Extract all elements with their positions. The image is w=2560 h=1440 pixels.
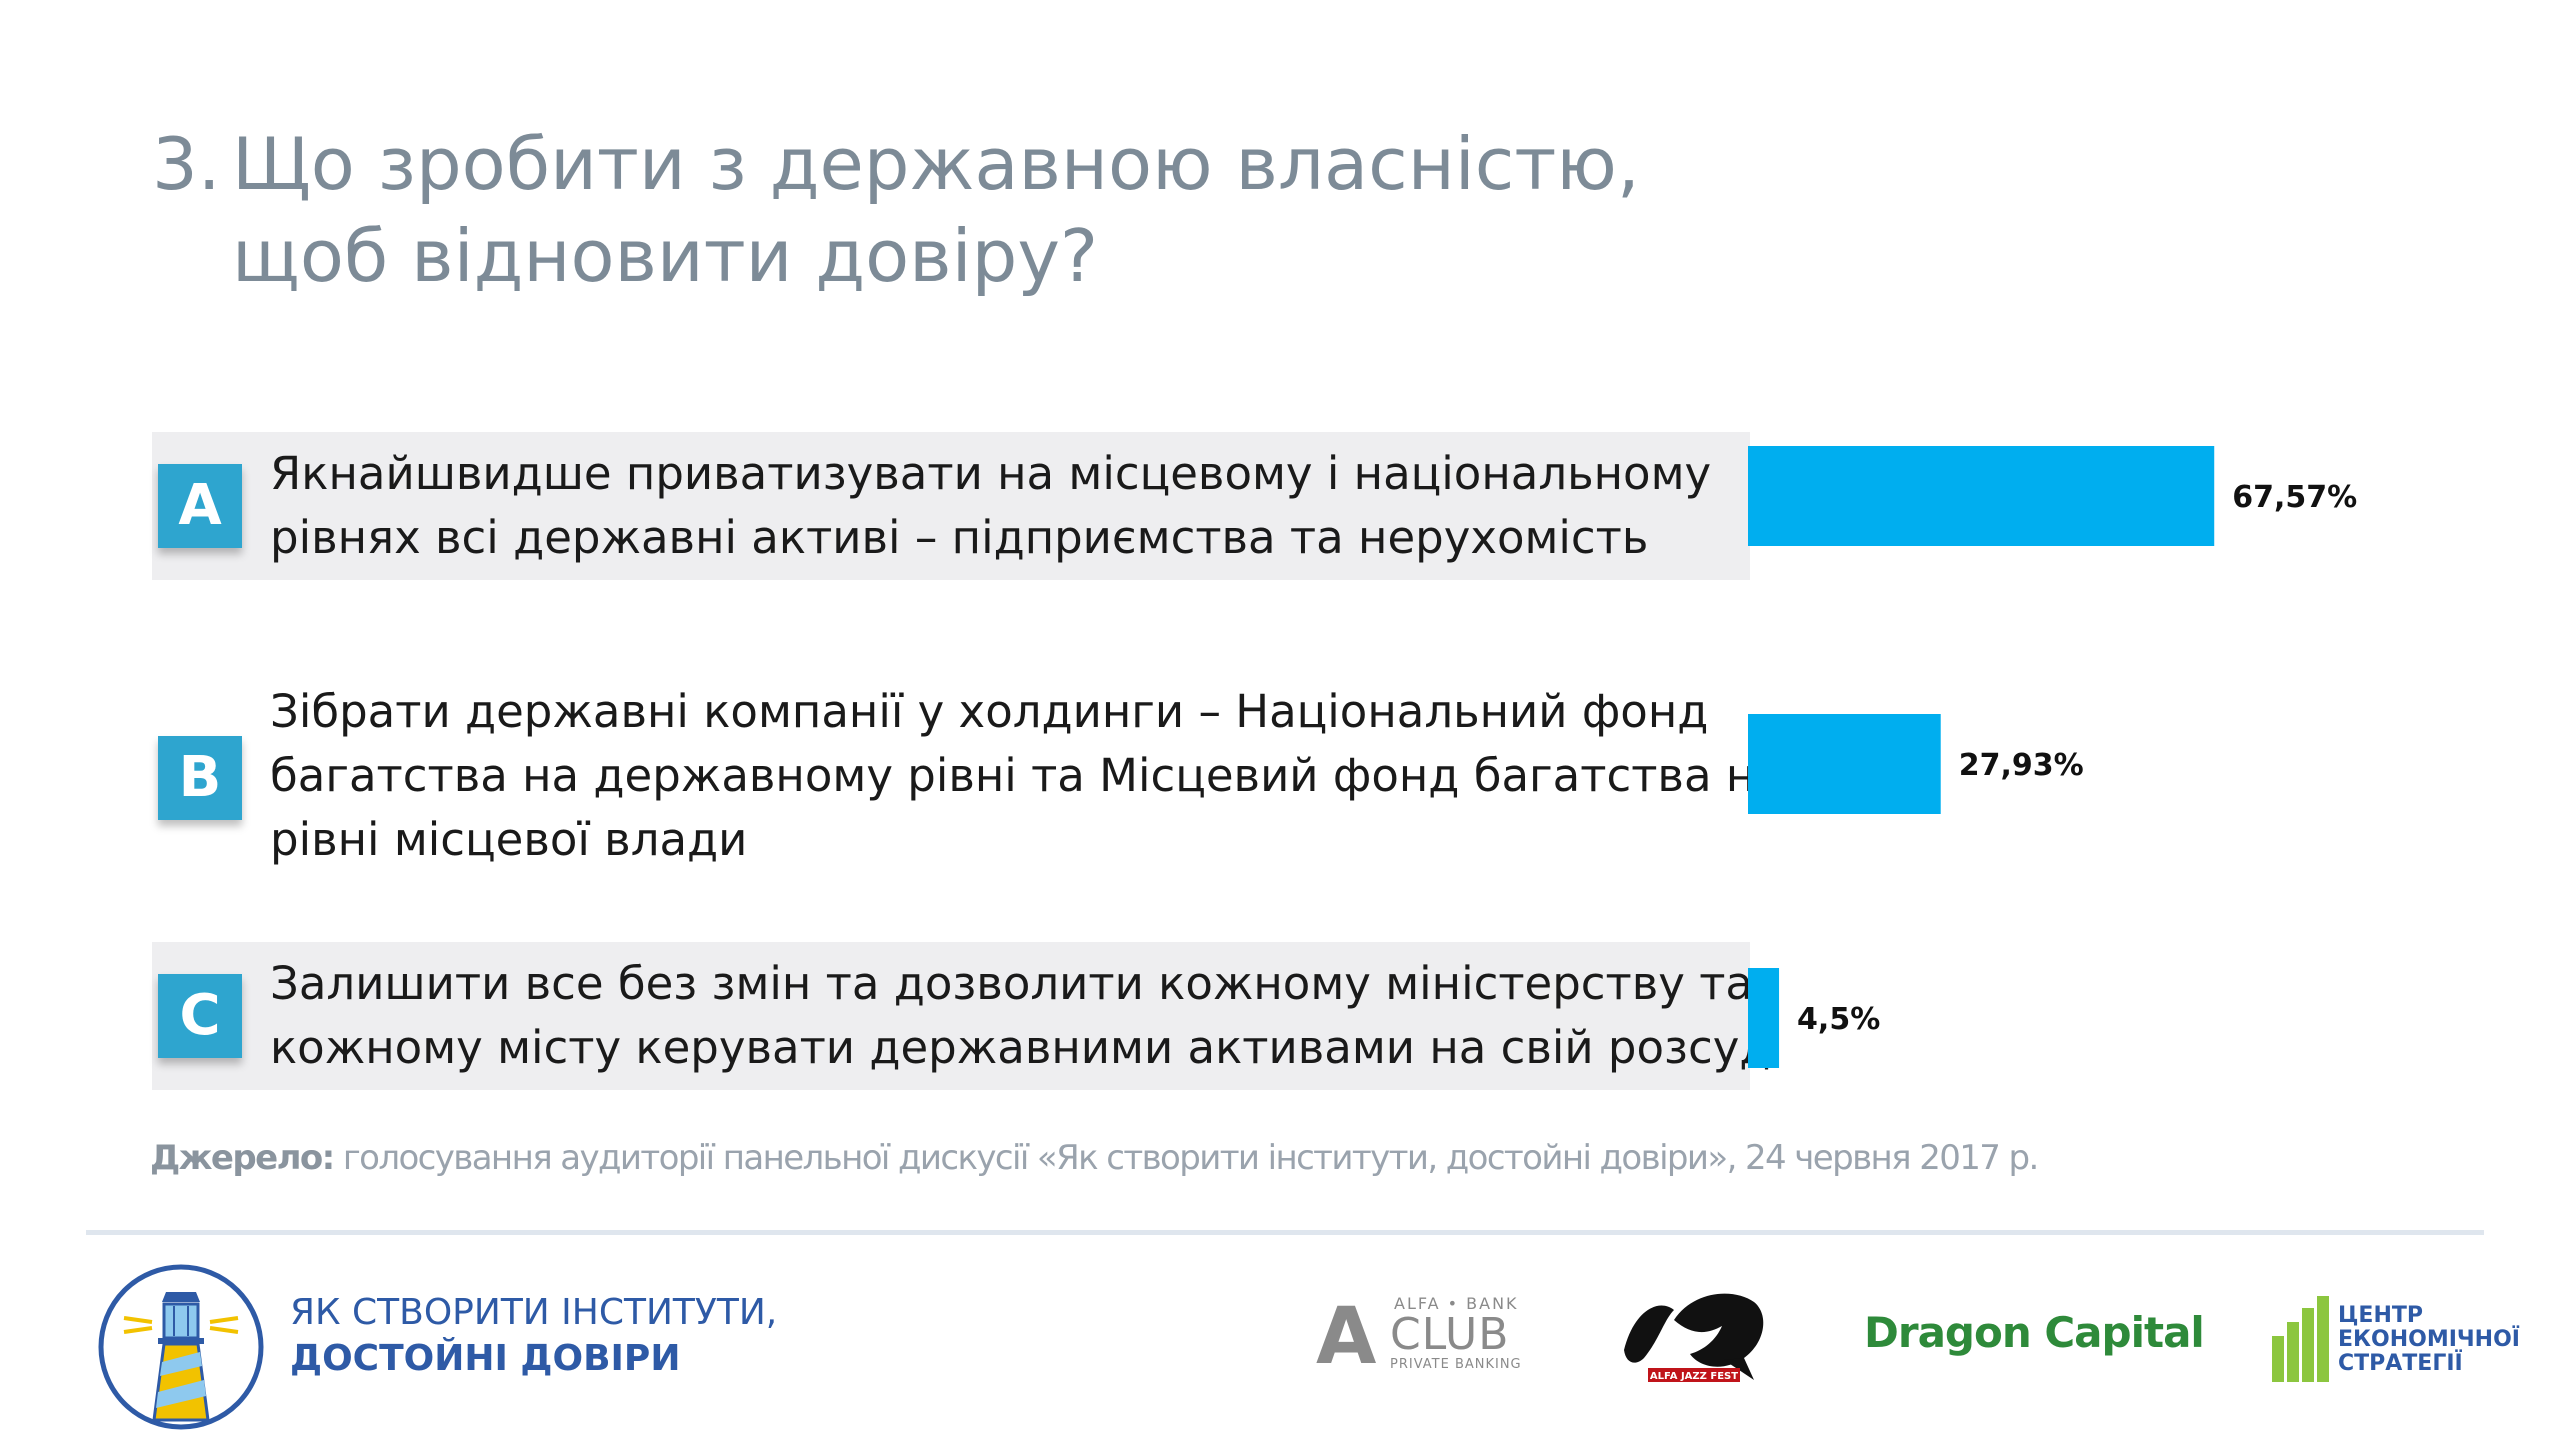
option-b-letter: B bbox=[158, 736, 242, 820]
alfa-bank-main: CLUB bbox=[1390, 1309, 1510, 1360]
bar-label-a: 67,57% bbox=[2232, 480, 2357, 515]
option-b-line-3: рівні місцевої влади bbox=[270, 813, 748, 866]
lighthouse-logo-icon bbox=[98, 1264, 264, 1430]
title-line-2: щоб відновити довіру? bbox=[232, 214, 1099, 298]
option-a-row: A Якнайшвидше приватизувати на місцевому… bbox=[152, 432, 1750, 580]
footer-divider bbox=[86, 1230, 2484, 1235]
ces-line-3: СТРАТЕГІЇ bbox=[2338, 1351, 2463, 1376]
alfa-jazz-fest-text: ALFA JAZZ FEST bbox=[1650, 1371, 1738, 1382]
option-c-letter: C bbox=[158, 974, 242, 1058]
title-line-1: Що зробити з державною власністю, bbox=[232, 122, 1640, 206]
option-c-line-1: Залишити все без змін та дозволити кожно… bbox=[270, 957, 1754, 1010]
source-note: Джерело: голосування аудиторії панельної… bbox=[150, 1138, 2039, 1178]
alfa-bank-logo-letter: A bbox=[1316, 1292, 1377, 1382]
option-a-text: Якнайшвидше приватизувати на місцевому і… bbox=[270, 442, 1711, 570]
brand-line-1: ЯК СТВОРИТИ ІНСТИТУТИ, bbox=[290, 1292, 778, 1333]
bar-b bbox=[1748, 714, 1941, 814]
option-a-letter: A bbox=[158, 464, 242, 548]
ces-logo-text: ЦЕНТР ЕКОНОМІЧНОЇ СТРАТЕГІЇ bbox=[2338, 1304, 2520, 1376]
option-a-line-2: рівнях всі державні активі – підприємств… bbox=[270, 511, 1649, 564]
option-b-line-1: Зібрати державні компанії у холдинги – Н… bbox=[270, 685, 1709, 738]
ces-line-2: ЕКОНОМІЧНОЇ bbox=[2338, 1327, 2520, 1352]
source-text: голосування аудиторії панельної дискусії… bbox=[333, 1138, 2039, 1178]
option-b-line-2: багатства на державному рівні та Місцеви… bbox=[270, 749, 1783, 802]
ces-bars-logo-icon bbox=[2272, 1296, 2329, 1382]
alfa-bank-club-logo: ALFA • BANK CLUB PRIVATE BANKING bbox=[1390, 1294, 1522, 1372]
option-c-row: C Залишити все без змін та дозволити кож… bbox=[152, 942, 1770, 1090]
option-c-line-2: кожному місту керувати державними актива… bbox=[270, 1021, 1771, 1074]
alfa-bank-top: ALFA • BANK bbox=[1394, 1294, 1519, 1313]
results-bar-chart: 67,57% 27,93% 4,5% bbox=[1748, 446, 2357, 1068]
option-b-row: B Зібрати державні компанії у холдинги –… bbox=[152, 678, 1783, 878]
option-b-text: Зібрати державні компанії у холдинги – Н… bbox=[270, 680, 1783, 872]
option-a-line-1: Якнайшвидше приватизувати на місцевому і… bbox=[270, 447, 1712, 500]
title-number: 3. bbox=[152, 122, 221, 206]
event-brand-title: ЯК СТВОРИТИ ІНСТИТУТИ, ДОСТОЙНІ ДОВІРИ bbox=[290, 1290, 777, 1382]
alfa-bank-bottom: PRIVATE BANKING bbox=[1390, 1357, 1522, 1372]
bar-c bbox=[1748, 968, 1780, 1068]
source-label: Джерело: bbox=[150, 1138, 335, 1178]
slide-title: 3. Що зробити з державною власністю, щоб … bbox=[152, 118, 1640, 302]
option-c-text: Залишити все без змін та дозволити кожно… bbox=[270, 952, 1770, 1080]
dragon-capital-logo: Dragon Capital bbox=[1864, 1308, 2205, 1357]
bar-label-c: 4,5% bbox=[1797, 1002, 1880, 1037]
alfa-jazz-fest-logo-icon: ALFA JAZZ FEST bbox=[1624, 1293, 1764, 1382]
ces-line-1: ЦЕНТР bbox=[2338, 1303, 2423, 1328]
bar-label-b: 27,93% bbox=[1959, 748, 2084, 783]
brand-line-2: ДОСТОЙНІ ДОВІРИ bbox=[290, 1338, 681, 1379]
bar-a bbox=[1748, 446, 2215, 546]
